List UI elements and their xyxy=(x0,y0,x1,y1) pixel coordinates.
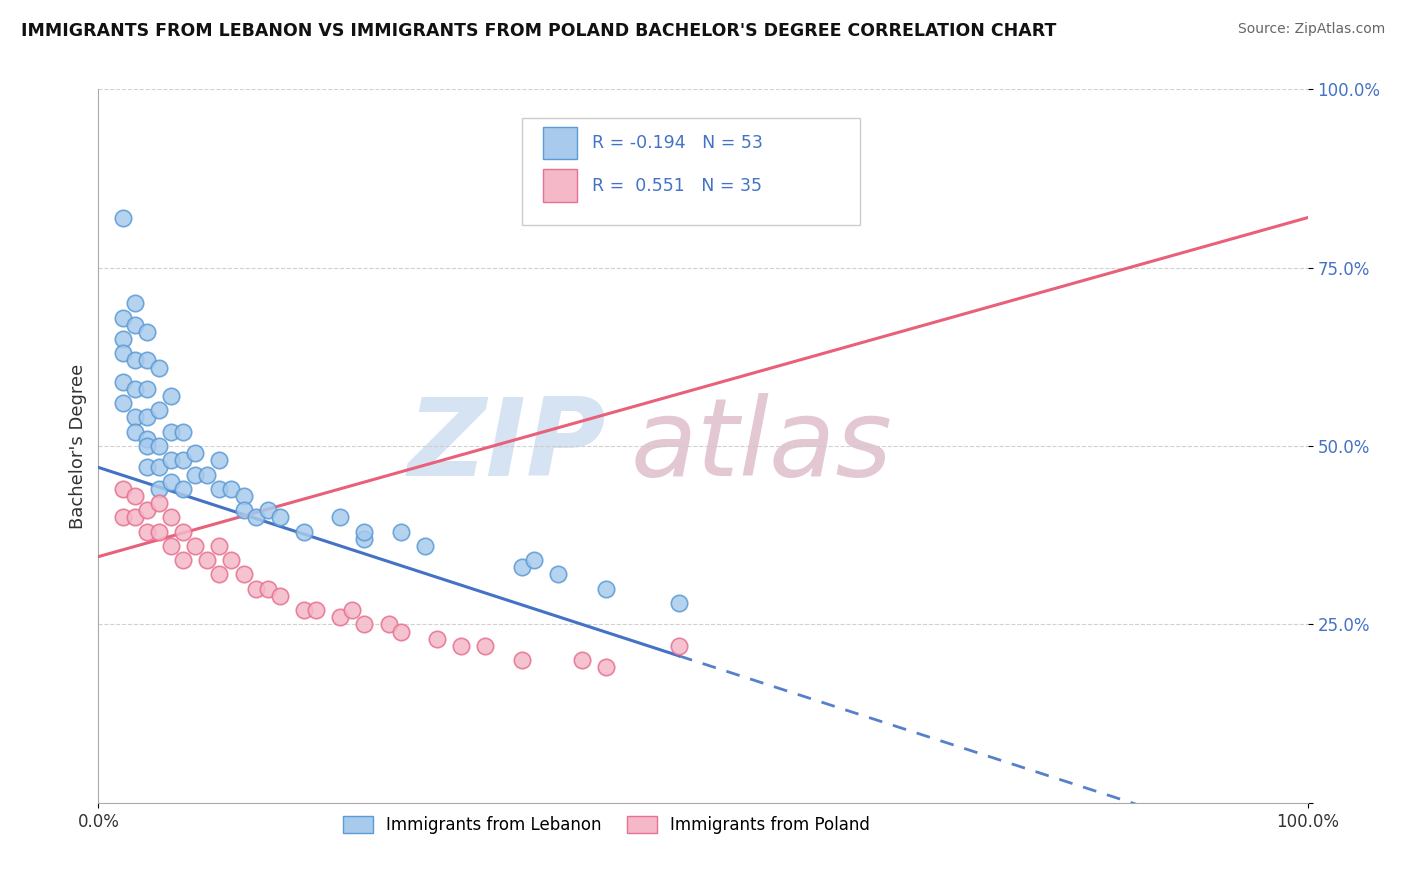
Bar xyxy=(543,127,578,159)
Point xyxy=(135,524,157,539)
Point xyxy=(547,567,569,582)
Point xyxy=(208,482,231,496)
Point xyxy=(232,567,254,582)
Point xyxy=(232,503,254,517)
Point xyxy=(148,460,170,475)
Point xyxy=(124,318,146,332)
Point xyxy=(426,632,449,646)
Point xyxy=(292,524,315,539)
Point xyxy=(111,211,134,225)
Legend: Immigrants from Lebanon, Immigrants from Poland: Immigrants from Lebanon, Immigrants from… xyxy=(336,809,876,841)
Text: Source: ZipAtlas.com: Source: ZipAtlas.com xyxy=(1237,22,1385,37)
Point xyxy=(124,410,146,425)
Point xyxy=(221,553,243,567)
Point xyxy=(148,403,170,417)
Point xyxy=(172,524,194,539)
Point xyxy=(510,560,533,574)
Point xyxy=(292,603,315,617)
Point xyxy=(111,396,134,410)
Point xyxy=(668,639,690,653)
Point xyxy=(124,353,146,368)
Y-axis label: Bachelor's Degree: Bachelor's Degree xyxy=(69,363,87,529)
Point xyxy=(160,389,183,403)
Point xyxy=(208,453,231,467)
Point xyxy=(148,360,170,375)
Point xyxy=(184,446,207,460)
Point xyxy=(389,624,412,639)
Point xyxy=(124,382,146,396)
Text: IMMIGRANTS FROM LEBANON VS IMMIGRANTS FROM POLAND BACHELOR'S DEGREE CORRELATION : IMMIGRANTS FROM LEBANON VS IMMIGRANTS FR… xyxy=(21,22,1056,40)
Point xyxy=(160,539,183,553)
Point xyxy=(221,482,243,496)
Point xyxy=(135,325,157,339)
Point xyxy=(124,510,146,524)
Point xyxy=(111,346,134,360)
Point xyxy=(208,539,231,553)
Point xyxy=(148,524,170,539)
Point xyxy=(245,582,267,596)
Point xyxy=(124,489,146,503)
Point xyxy=(111,510,134,524)
Point xyxy=(135,503,157,517)
Point xyxy=(184,467,207,482)
Point xyxy=(450,639,472,653)
Point xyxy=(111,375,134,389)
Point xyxy=(329,510,352,524)
Point xyxy=(135,353,157,368)
Point xyxy=(269,510,291,524)
Text: atlas: atlas xyxy=(630,393,893,499)
Point xyxy=(510,653,533,667)
Point xyxy=(148,439,170,453)
Point xyxy=(172,482,194,496)
Point xyxy=(135,432,157,446)
Text: ZIP: ZIP xyxy=(408,393,606,499)
Point xyxy=(135,460,157,475)
Point xyxy=(595,660,617,674)
FancyBboxPatch shape xyxy=(522,118,860,225)
Point xyxy=(148,496,170,510)
Text: R = -0.194   N = 53: R = -0.194 N = 53 xyxy=(592,134,762,152)
Point xyxy=(111,310,134,325)
Point xyxy=(184,539,207,553)
Point xyxy=(172,425,194,439)
Point xyxy=(595,582,617,596)
Text: R =  0.551   N = 35: R = 0.551 N = 35 xyxy=(592,177,762,194)
Point xyxy=(160,453,183,467)
Point xyxy=(124,296,146,310)
Point xyxy=(413,539,436,553)
Point xyxy=(195,467,218,482)
Point xyxy=(135,439,157,453)
Bar xyxy=(543,169,578,202)
Point xyxy=(195,553,218,567)
Point xyxy=(111,332,134,346)
Point xyxy=(353,617,375,632)
Point xyxy=(160,510,183,524)
Point xyxy=(245,510,267,524)
Point xyxy=(377,617,399,632)
Point xyxy=(148,482,170,496)
Point xyxy=(232,489,254,503)
Point xyxy=(474,639,496,653)
Point xyxy=(135,382,157,396)
Point xyxy=(172,453,194,467)
Point xyxy=(160,475,183,489)
Point xyxy=(256,503,278,517)
Point xyxy=(160,425,183,439)
Point xyxy=(208,567,231,582)
Point xyxy=(329,610,352,624)
Point xyxy=(342,603,364,617)
Point xyxy=(256,582,278,596)
Point xyxy=(305,603,328,617)
Point xyxy=(523,553,546,567)
Point xyxy=(135,410,157,425)
Point xyxy=(353,524,375,539)
Point xyxy=(353,532,375,546)
Point xyxy=(389,524,412,539)
Point xyxy=(269,589,291,603)
Point xyxy=(124,425,146,439)
Point xyxy=(172,553,194,567)
Point xyxy=(668,596,690,610)
Point xyxy=(111,482,134,496)
Point xyxy=(571,653,593,667)
